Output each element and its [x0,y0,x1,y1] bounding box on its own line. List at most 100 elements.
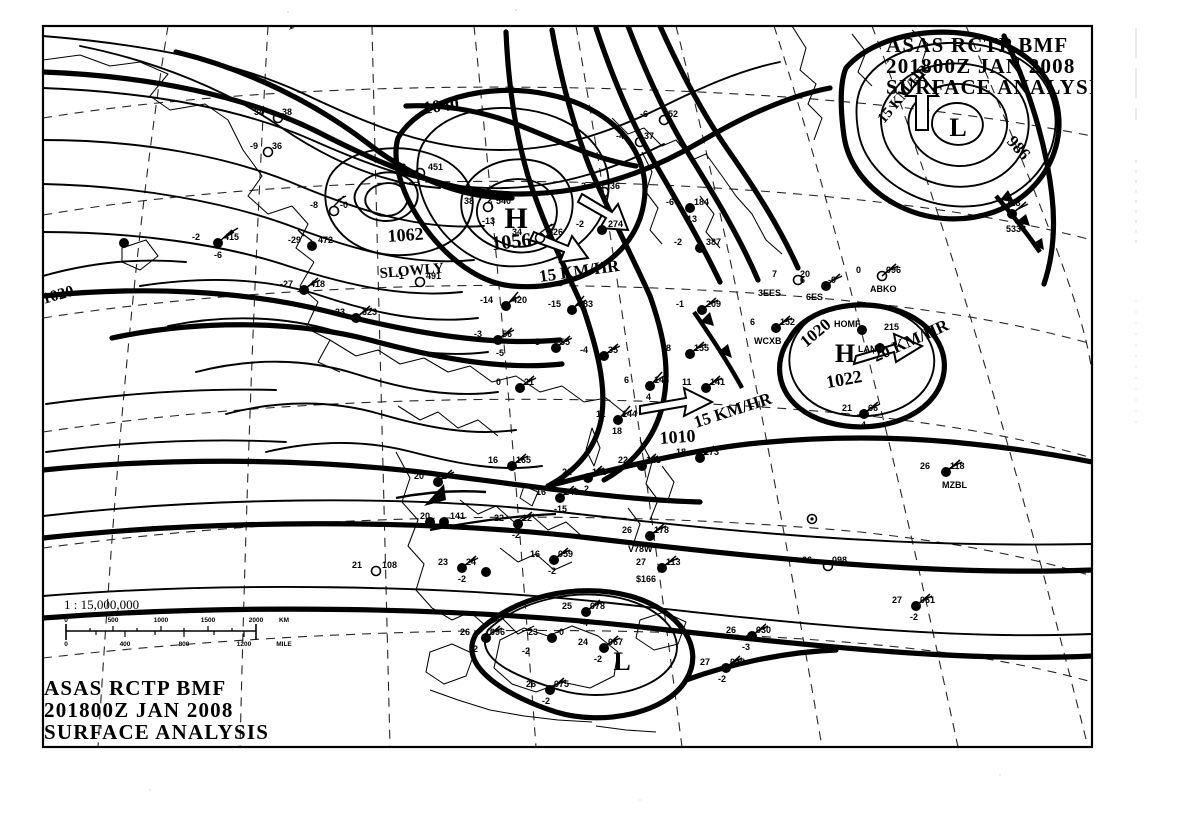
svg-text:-14: -14 [480,295,493,305]
title-bottom-line2: 201800Z JAN 2008 [44,698,234,722]
title-block-top-right: ASAS RCTP BMF 201800Z JAN 2008 SURFACE A… [886,33,1111,99]
station-model [119,238,129,248]
svg-text:323: 323 [362,307,377,317]
svg-text:27: 27 [892,595,902,605]
svg-text:-9: -9 [250,141,258,151]
svg-text:-2: -2 [192,232,200,242]
scale-mile-tick-0: 0 [64,641,68,648]
station-model: -6 184 -13 [666,197,709,224]
station-model: -2 274 [576,219,623,235]
trough-se-asia [429,512,557,532]
title-bottom-line1: ASAS RCTP BMF [44,676,226,700]
svg-text:16: 16 [536,487,546,497]
svg-text:-6: -6 [666,197,674,207]
scale-km-tick-1000: 1000 [154,617,169,624]
svg-text:24: 24 [578,637,588,647]
svg-text:-3: -3 [742,642,750,652]
station-model: 38 540 -13 [464,191,511,226]
svg-text:-29: -29 [288,235,301,245]
low-symbol-upper-right: L [949,113,966,142]
svg-text:LANB: LANB [858,344,883,354]
isobar-label-1040: 1040 [422,93,460,118]
title-top-line2: 201800Z JAN 2008 [886,54,1076,78]
scale-mile-tick-1200: 1200 [237,641,252,648]
svg-text:540: 540 [496,196,511,206]
svg-text:140: 140 [564,487,579,497]
station-model: -29 472 [288,229,333,251]
svg-text:096: 096 [886,265,901,275]
map-frame-border [41,24,1094,749]
svg-text:-1: -1 [396,271,404,281]
svg-text:383: 383 [578,299,593,309]
scale-km-tick-500: 500 [108,617,119,624]
svg-text:-27: -27 [280,279,293,289]
svg-text:-8: -8 [434,488,442,498]
motion-arrow-1010 [639,386,715,418]
svg-text:472: 472 [318,235,333,245]
svg-text:36: 36 [272,141,282,151]
station-model: -8 -0 [310,195,348,217]
cold-front-upper-right [994,190,1044,254]
scale-km-tick-0: 0 [64,617,68,624]
svg-text:26: 26 [622,525,632,535]
station-model: -2 387 [674,237,721,253]
svg-text:52: 52 [668,109,678,119]
fronts [395,190,1044,532]
svg-text:-15: -15 [548,299,561,309]
svg-text:-4: -4 [580,618,588,628]
title-block-bottom-left: ASAS RCTP BMF 201800Z JAN 2008 SURFACE A… [44,676,269,744]
svg-text:27: 27 [700,657,710,667]
svg-text:-3: -3 [474,329,482,339]
svg-text:526: 526 [548,227,563,237]
svg-text:-5: -5 [532,337,540,347]
svg-text:152: 152 [780,317,795,327]
svg-text:415: 415 [224,232,239,242]
svg-text:075: 075 [554,679,569,689]
title-top-line1: ASAS RCTP BMF [886,33,1068,57]
trough-central [395,484,487,506]
station-model: 26 098 [802,555,847,572]
svg-text:2: 2 [584,484,589,494]
scan-artifacts [149,9,1137,801]
svg-text:11: 11 [596,409,606,419]
pressure-center-symbols: H 1056 H 1022 L L [490,113,966,676]
station-model: 38 451 [396,162,443,179]
svg-text:-5: -5 [496,348,504,358]
title-bottom-line3: SURFACE ANALYSIS [44,720,269,744]
svg-text:4: 4 [646,392,651,402]
svg-text:-2: -2 [674,237,682,247]
svg-text:491: 491 [426,271,441,281]
svg-text:26: 26 [526,679,536,689]
svg-text:0: 0 [496,377,501,387]
svg-text:274: 274 [608,219,623,229]
station-model: 21 108 [352,560,397,577]
svg-text:21: 21 [352,560,362,570]
station-model: -1 491 [396,271,441,288]
svg-text:-23: -23 [332,307,345,317]
svg-text:20: 20 [420,511,430,521]
svg-text:-6: -6 [214,250,222,260]
svg-text:36: 36 [610,181,620,191]
svg-text:34: 34 [254,107,264,117]
svg-text:11: 11 [682,377,692,387]
svg-text:-2: -2 [542,696,550,706]
scale-km-unit: KM [279,617,289,624]
svg-text:-4: -4 [616,131,624,141]
svg-text:145: 145 [654,375,669,385]
svg-text:173: 173 [704,447,719,457]
svg-text:028: 028 [730,657,745,667]
svg-text:061: 061 [920,595,935,605]
svg-text:HOMF: HOMF [834,319,861,329]
wind-barbs [217,201,1029,691]
low-symbol-borneo: L [613,647,630,676]
svg-text:22: 22 [494,513,504,523]
svg-text:178: 178 [654,525,669,535]
svg-text:420: 420 [512,295,527,305]
svg-text:20: 20 [800,269,810,279]
title-top-line3: SURFACE ANALYSIS [886,75,1111,99]
high-symbol-1022: H [835,339,855,368]
svg-text:-15: -15 [554,504,567,514]
svg-text:-2: -2 [522,646,530,656]
station-model: LANB 215 [858,322,899,354]
svg-text:WCXB: WCXB [754,336,782,346]
